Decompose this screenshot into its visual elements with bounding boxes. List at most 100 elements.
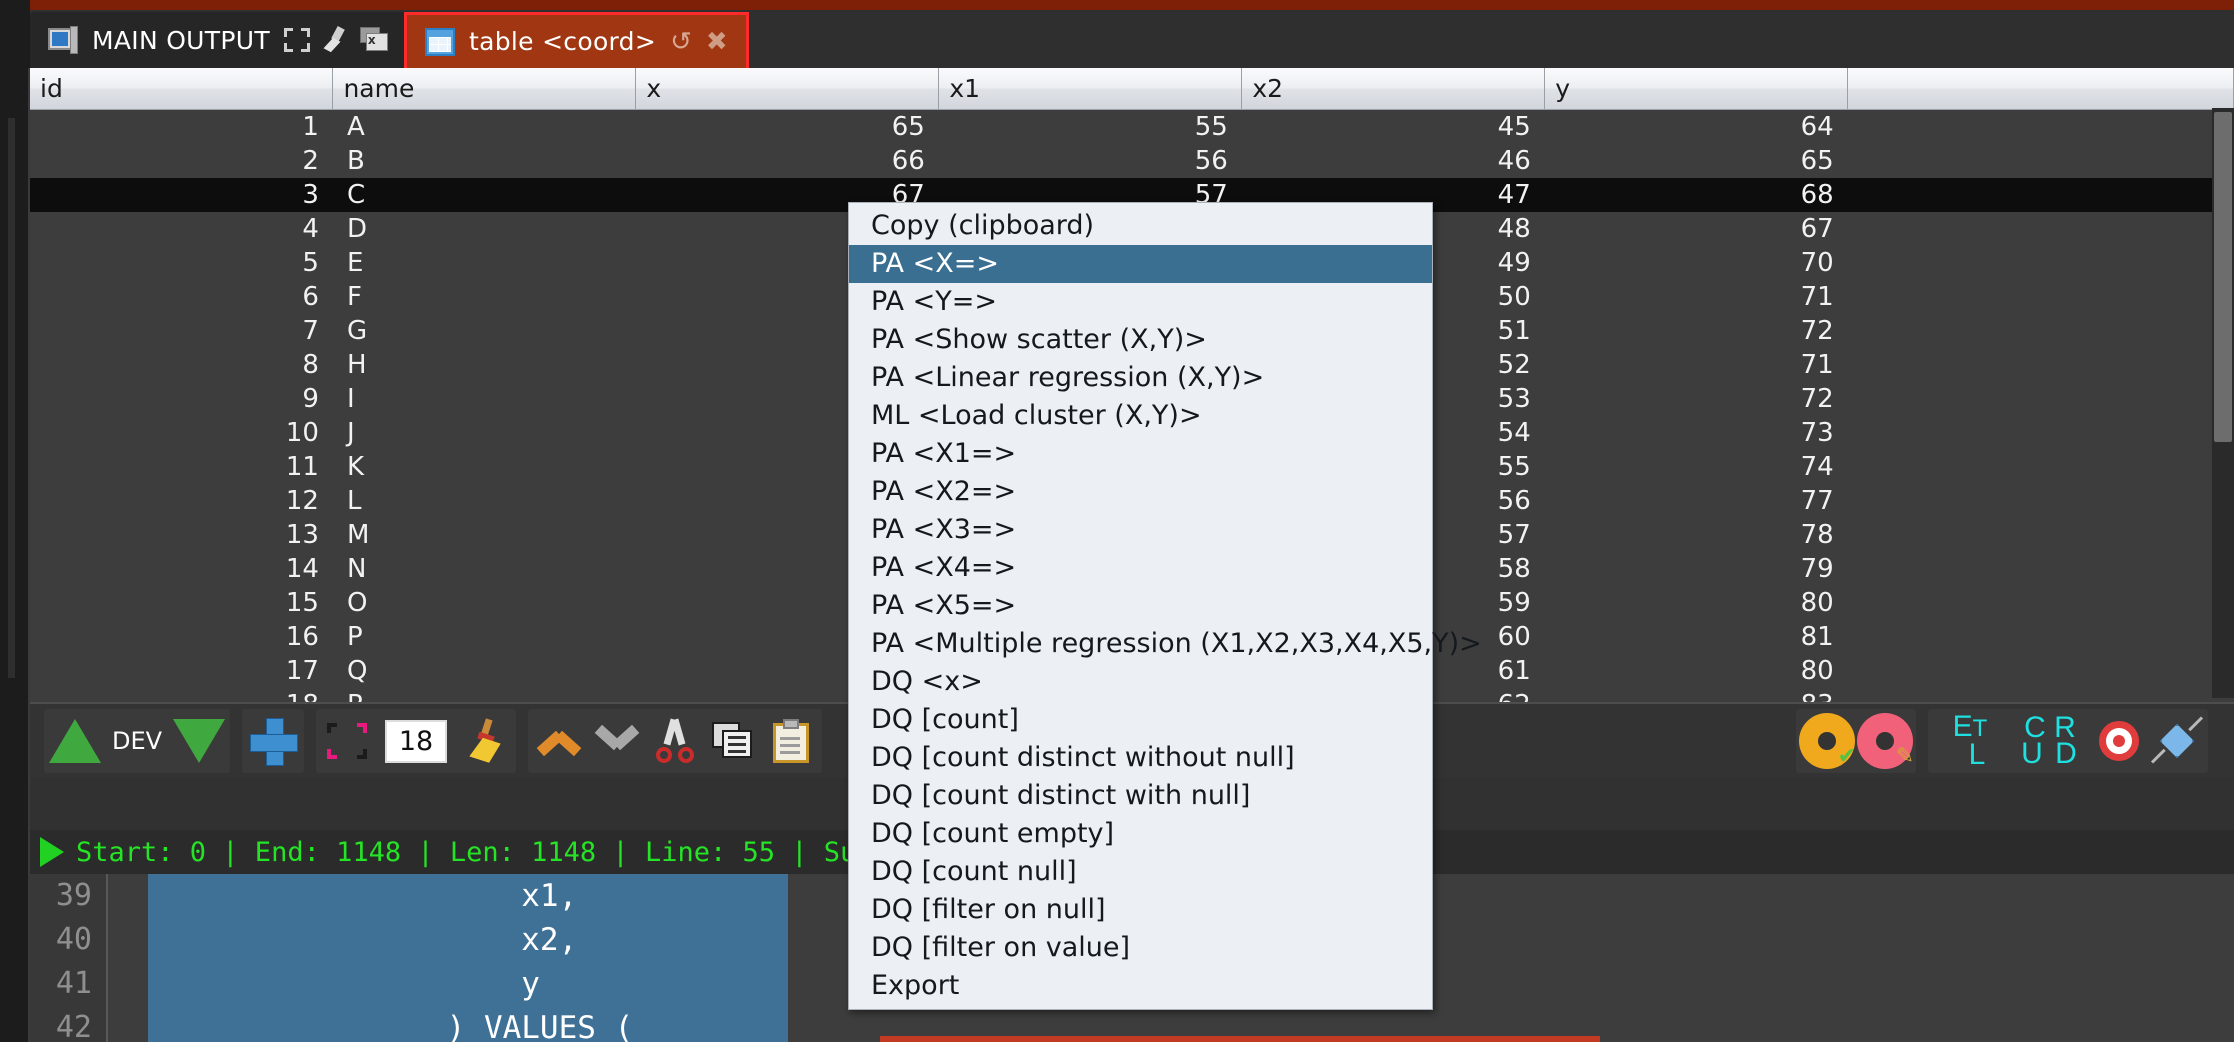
cell-x1[interactable]: 56 <box>938 144 1242 178</box>
select-area-button[interactable] <box>319 711 376 771</box>
clear-button[interactable] <box>457 711 514 771</box>
cell-name[interactable]: D <box>332 212 636 246</box>
cell-y[interactable]: 68 <box>1544 178 1848 212</box>
settings-edit-button[interactable]: ✎ <box>1857 711 1914 771</box>
run-button[interactable] <box>2149 711 2205 771</box>
context-menu-item[interactable]: PA <Show scatter (X,Y)> <box>871 324 1207 355</box>
context-menu-item[interactable]: PA <X5=> <box>871 590 1017 621</box>
cell-id[interactable]: 12 <box>30 484 333 518</box>
context-menu-item[interactable]: PA <X2=> <box>871 476 1017 507</box>
scroll-top-button[interactable] <box>531 711 588 771</box>
cell-id[interactable]: 6 <box>30 280 333 314</box>
cell-id[interactable]: 15 <box>30 586 333 620</box>
cell-y[interactable]: 81 <box>1544 620 1848 654</box>
context-menu[interactable]: Copy (clipboard) PA <X=> PA <Y=> PA <Show s… <box>848 202 1482 1010</box>
context-menu-item[interactable]: DQ [count] <box>871 704 1019 735</box>
column-header-x[interactable]: x <box>635 68 940 110</box>
column-header-y[interactable]: y <box>1544 68 1849 110</box>
row-count-field[interactable]: 18 <box>384 719 448 763</box>
scroll-bottom-button[interactable] <box>589 711 646 771</box>
cell-id[interactable]: 5 <box>30 246 333 280</box>
context-menu-item[interactable]: Export <box>871 970 960 1001</box>
cell-name[interactable]: N <box>332 552 636 586</box>
cell-y[interactable]: 74 <box>1544 450 1848 484</box>
cell-x2[interactable]: 46 <box>1241 144 1545 178</box>
crud-button[interactable]: C R U D <box>2011 711 2089 771</box>
cut-button[interactable] <box>647 711 704 771</box>
cell-x[interactable]: 66 <box>635 144 939 178</box>
expand-icon[interactable] <box>283 28 310 52</box>
cell-name[interactable]: F <box>332 280 636 314</box>
cell-name[interactable]: C <box>332 178 636 212</box>
cell-y[interactable]: 71 <box>1544 280 1848 314</box>
column-header-x2[interactable]: x2 <box>1241 68 1546 110</box>
table-row[interactable]: 2 B 66 56 46 65 <box>30 144 2234 178</box>
cell-id[interactable]: 10 <box>30 416 333 450</box>
brush-icon[interactable] <box>324 25 346 53</box>
cell-name[interactable]: I <box>332 382 636 416</box>
cell-y[interactable]: 70 <box>1544 246 1848 280</box>
context-menu-item[interactable]: PA <X4=> <box>871 552 1017 583</box>
cell-id[interactable]: 14 <box>30 552 333 586</box>
cell-id[interactable]: 8 <box>30 348 333 382</box>
context-menu-item[interactable]: PA <X3=> <box>871 514 1017 545</box>
cell-y[interactable]: 78 <box>1544 518 1848 552</box>
elt-button[interactable]: ET L <box>1931 711 2009 771</box>
refresh-icon[interactable]: ↺ <box>670 26 692 57</box>
cell-id[interactable]: 7 <box>30 314 333 348</box>
context-menu-item[interactable]: Copy (clipboard) <box>871 210 1095 241</box>
cell-y[interactable]: 77 <box>1544 484 1848 518</box>
cell-name[interactable]: M <box>332 518 636 552</box>
cell-y[interactable]: 71 <box>1544 348 1848 382</box>
cell-name[interactable]: B <box>332 144 636 178</box>
tab-table-coord[interactable]: table <coord> ↺ ✖ <box>404 12 749 68</box>
cell-y[interactable]: 65 <box>1544 144 1848 178</box>
cell-id[interactable]: 11 <box>30 450 333 484</box>
cell-name[interactable]: A <box>332 109 636 144</box>
editor-code-area[interactable]: x1, x2, y ) VALUES ( <box>148 874 2234 1042</box>
cell-y[interactable]: 80 <box>1544 586 1848 620</box>
context-menu-item[interactable]: DQ [filter on value] <box>871 932 1131 963</box>
cell-id[interactable]: 4 <box>30 212 333 246</box>
move-down-button[interactable] <box>171 711 228 771</box>
help-button[interactable] <box>2091 711 2147 771</box>
cell-x2[interactable]: 45 <box>1241 109 1545 144</box>
cell-id[interactable]: 1 <box>30 109 333 144</box>
grid-scroll-thumb[interactable] <box>2214 112 2232 442</box>
cell-y[interactable]: 67 <box>1544 212 1848 246</box>
cell-name[interactable]: P <box>332 620 636 654</box>
cell-y[interactable]: 73 <box>1544 416 1848 450</box>
context-menu-item[interactable]: ML <Load cluster (X,Y)> <box>871 400 1202 431</box>
cell-y[interactable]: 80 <box>1544 654 1848 688</box>
cell-id[interactable]: 2 <box>30 144 333 178</box>
left-rail-handle[interactable] <box>8 118 15 678</box>
context-menu-item[interactable]: DQ [filter on null] <box>871 894 1106 925</box>
cell-name[interactable]: K <box>332 450 636 484</box>
cell-y[interactable]: 64 <box>1544 109 1848 144</box>
cell-name[interactable]: L <box>332 484 636 518</box>
cell-name[interactable]: G <box>332 314 636 348</box>
context-menu-item[interactable]: PA <X=> <box>849 245 1432 283</box>
add-row-button[interactable] <box>245 711 302 771</box>
cell-id[interactable]: 9 <box>30 382 333 416</box>
settings-ok-button[interactable]: ✔ <box>1799 711 1856 771</box>
cell-x1[interactable]: 55 <box>938 109 1242 144</box>
grid-vertical-scrollbar[interactable] <box>2212 108 2234 698</box>
context-menu-item[interactable]: DQ [count distinct with null] <box>871 780 1251 811</box>
column-header-x1[interactable]: x1 <box>938 68 1243 110</box>
cell-id[interactable]: 3 <box>30 178 333 212</box>
context-menu-item[interactable]: DQ <x> <box>871 666 983 697</box>
copy-button[interactable] <box>705 711 762 771</box>
cell-y[interactable]: 79 <box>1544 552 1848 586</box>
context-menu-item[interactable]: DQ [count distinct without null] <box>871 742 1295 773</box>
context-menu-item[interactable]: DQ [count empty] <box>871 818 1115 849</box>
cell-x[interactable]: 65 <box>635 109 939 144</box>
paste-button[interactable] <box>763 711 820 771</box>
context-menu-item[interactable]: DQ [count null] <box>871 856 1077 887</box>
move-up-button[interactable] <box>47 711 103 771</box>
play-icon[interactable] <box>40 837 64 867</box>
cell-y[interactable]: 72 <box>1544 382 1848 416</box>
context-menu-item[interactable]: PA <Y=> <box>871 286 997 317</box>
row-count-field-wrap[interactable]: 18 <box>377 711 456 771</box>
cell-name[interactable]: E <box>332 246 636 280</box>
